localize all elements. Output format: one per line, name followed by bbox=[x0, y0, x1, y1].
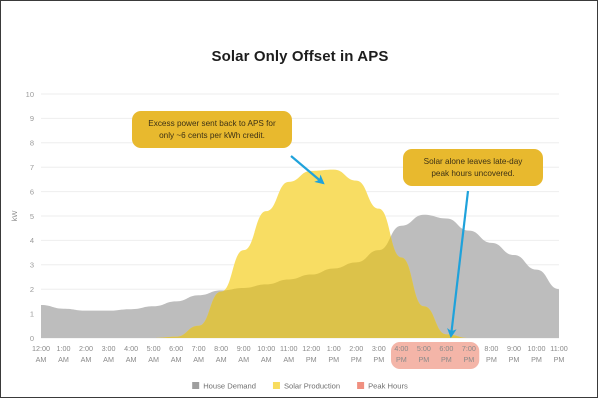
x-axis-tick-meridiem: AM bbox=[193, 355, 204, 364]
y-axis-tick-label: 7 bbox=[30, 163, 34, 172]
legend-swatch bbox=[357, 382, 365, 389]
x-axis-tick-label: 1:00 bbox=[327, 344, 341, 353]
x-axis-tick-meridiem: AM bbox=[216, 355, 227, 364]
x-axis-tick-label: 12:00 bbox=[32, 344, 50, 353]
x-axis-tick-meridiem: AM bbox=[171, 355, 182, 364]
y-axis-tick-label: 1 bbox=[30, 309, 34, 318]
annotation-arrow-1 bbox=[447, 190, 470, 339]
annotation-line-1: Excess power sent back to APS for bbox=[148, 119, 276, 128]
x-axis-tick-label: 6:00 bbox=[169, 344, 183, 353]
x-axis-tick-label: 3:00 bbox=[372, 344, 386, 353]
x-axis-tick-label: 9:00 bbox=[507, 344, 521, 353]
x-axis-tick-label: 4:00 bbox=[124, 344, 138, 353]
x-axis-tick-label: 11:00 bbox=[550, 344, 567, 353]
x-axis-tick-label: 2:00 bbox=[349, 344, 363, 353]
legend-label: Solar Production bbox=[284, 382, 340, 391]
x-axis-tick-meridiem: PM bbox=[464, 355, 475, 364]
legend-swatch bbox=[272, 382, 280, 389]
x-axis-tick-label: 11:00 bbox=[280, 344, 297, 353]
x-axis-tick-label: 7:00 bbox=[192, 344, 206, 353]
x-axis-tick-meridiem: AM bbox=[261, 355, 272, 364]
legend-swatch bbox=[192, 382, 200, 389]
x-axis-tick-label: 12:00 bbox=[302, 344, 320, 353]
x-axis-tick-meridiem: PM bbox=[396, 355, 407, 364]
x-axis-tick-meridiem: AM bbox=[148, 355, 159, 364]
y-axis-tick-label: 6 bbox=[30, 187, 34, 196]
x-axis-tick-meridiem: AM bbox=[58, 355, 69, 364]
legend-label: Peak Hours bbox=[368, 382, 408, 391]
x-axis-tick-label: 9:00 bbox=[237, 344, 251, 353]
x-axis-tick-meridiem: AM bbox=[283, 355, 294, 364]
y-axis-tick-label: 4 bbox=[30, 236, 34, 245]
legend-label: House Demand bbox=[203, 382, 256, 391]
x-axis-tick-label: 1:00 bbox=[57, 344, 71, 353]
x-axis-tick-meridiem: PM bbox=[418, 355, 429, 364]
series-area-house-demand bbox=[41, 214, 559, 338]
x-axis-tick-meridiem: AM bbox=[36, 355, 47, 364]
page-title: Solar Only Offset in APS bbox=[211, 48, 389, 65]
x-axis-tick-label: 6:00 bbox=[439, 344, 453, 353]
x-axis-tick-meridiem: PM bbox=[486, 355, 497, 364]
x-axis-tick-label: 2:00 bbox=[79, 344, 93, 353]
y-axis-tick-label: 2 bbox=[30, 285, 34, 294]
x-axis-tick-meridiem: PM bbox=[531, 355, 542, 364]
annotation-line-2: only ~6 cents per kWh credit. bbox=[159, 130, 265, 140]
x-axis-tick-label: 7:00 bbox=[462, 344, 476, 353]
y-axis-tick-label: 8 bbox=[30, 139, 34, 148]
x-axis-tick-label: 8:00 bbox=[214, 344, 228, 353]
x-axis-tick-meridiem: PM bbox=[509, 355, 520, 364]
peak-hours-highlight bbox=[390, 342, 480, 369]
annotation-line-2: peak hours uncovered. bbox=[431, 168, 515, 178]
x-axis-tick-meridiem: PM bbox=[306, 355, 317, 364]
x-axis-tick-meridiem: PM bbox=[328, 355, 339, 364]
annotation-excess-power: Excess power sent back to APS for only ~… bbox=[132, 111, 292, 149]
series-area-solar-production bbox=[41, 169, 559, 338]
x-axis-tick-meridiem: AM bbox=[103, 355, 114, 364]
annotation-arrow-0 bbox=[290, 155, 325, 185]
x-axis-tick-meridiem: PM bbox=[441, 355, 452, 364]
x-axis-tick-label: 8:00 bbox=[484, 344, 498, 353]
x-axis-tick-label: 5:00 bbox=[417, 344, 431, 353]
y-axis-tick-label: 3 bbox=[30, 261, 34, 270]
y-axis-title: kW bbox=[10, 210, 19, 222]
y-axis-tick-label: 0 bbox=[30, 334, 34, 343]
x-axis-tick-label: 3:00 bbox=[102, 344, 116, 353]
annotation-line-1: Solar alone leaves late-day bbox=[423, 157, 523, 166]
x-axis-tick-meridiem: PM bbox=[373, 355, 384, 364]
x-axis-tick-label: 5:00 bbox=[147, 344, 161, 353]
x-axis-tick-meridiem: PM bbox=[351, 355, 362, 364]
y-axis-tick-label: 5 bbox=[30, 212, 34, 221]
x-axis-tick-meridiem: PM bbox=[554, 355, 565, 364]
y-axis-tick-label: 9 bbox=[30, 114, 34, 123]
x-axis-tick-label: 10:00 bbox=[257, 344, 275, 353]
x-axis-tick-meridiem: AM bbox=[126, 355, 137, 364]
y-axis-tick-label: 10 bbox=[26, 90, 34, 99]
annotation-peak-uncovered: Solar alone leaves late-day peak hours u… bbox=[403, 149, 543, 187]
x-axis-tick-meridiem: AM bbox=[238, 355, 249, 364]
x-axis-tick-label: 4:00 bbox=[394, 344, 408, 353]
x-axis-tick-meridiem: AM bbox=[81, 355, 92, 364]
x-axis-tick-label: 10:00 bbox=[527, 344, 545, 353]
